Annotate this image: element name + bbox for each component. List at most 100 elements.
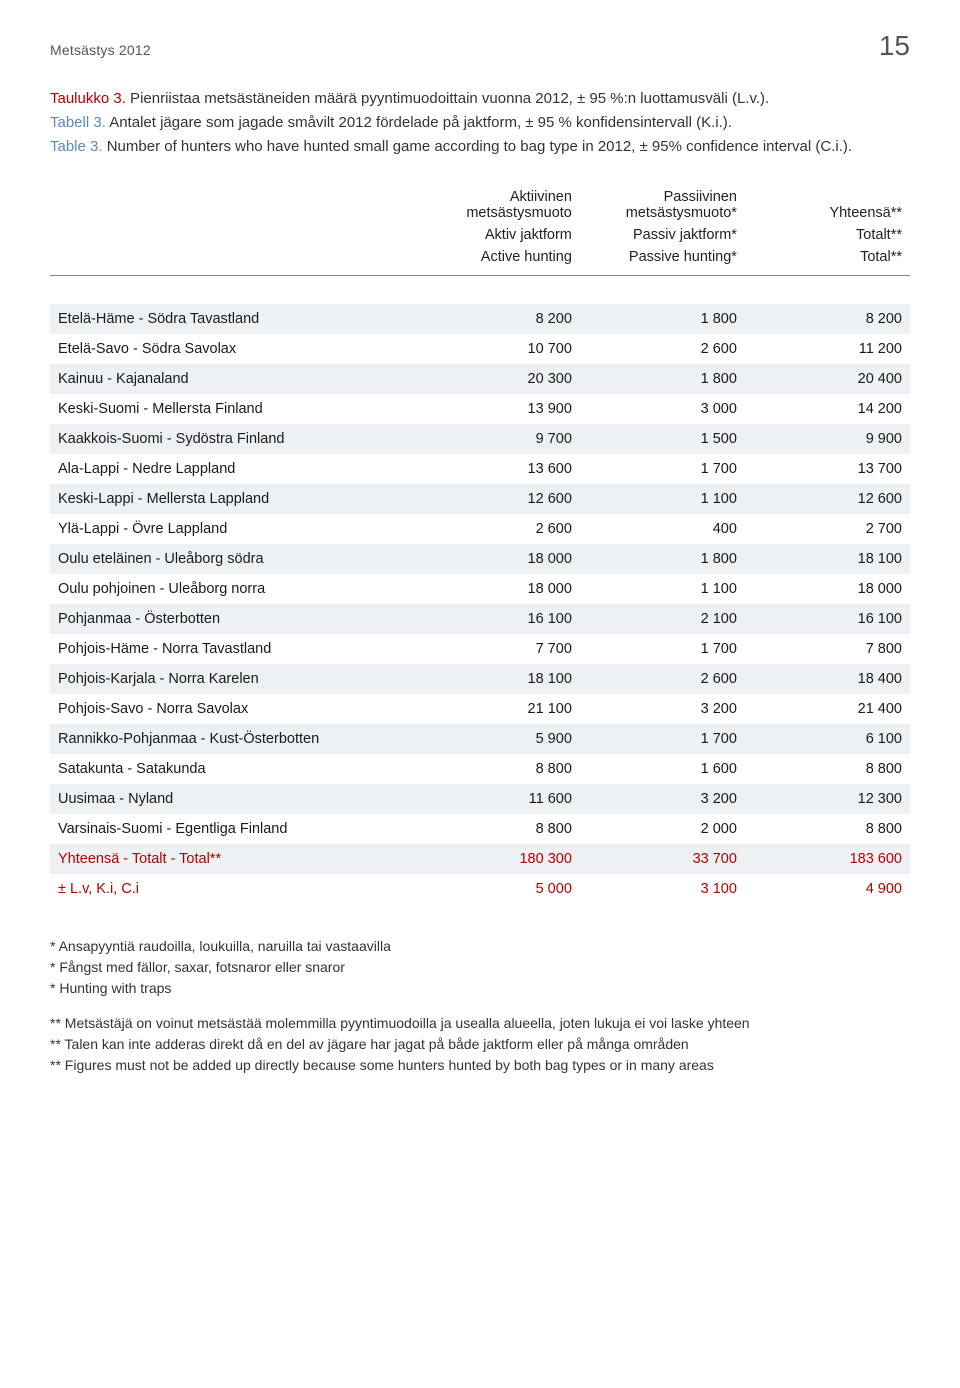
col2-fi: Passiivinen metsästysmuoto* (580, 185, 745, 224)
value-cell: 20 300 (415, 364, 580, 394)
col2-en: Passive hunting* (580, 246, 745, 276)
footnote-line: ** Talen kan inte adderas direkt då en d… (50, 1034, 910, 1055)
table-row: Kaakkois-Suomi - Sydöstra Finland9 7001 … (50, 424, 910, 454)
value-cell: 12 600 (745, 484, 910, 514)
region-cell: Kaakkois-Suomi - Sydöstra Finland (50, 424, 415, 454)
region-cell: Kainuu - Kajanaland (50, 364, 415, 394)
value-cell: 16 100 (745, 604, 910, 634)
region-cell: Pohjanmaa - Österbotten (50, 604, 415, 634)
value-cell: 3 100 (580, 874, 745, 904)
value-cell: 183 600 (745, 844, 910, 874)
footnote-line: * Hunting with traps (50, 978, 910, 999)
value-cell: 14 200 (745, 394, 910, 424)
region-cell: Oulu eteläinen - Uleåborg södra (50, 544, 415, 574)
table-row: Pohjois-Karjala - Norra Karelen18 1002 6… (50, 664, 910, 694)
table-head: Aktiivinen metsästysmuoto Passiivinen me… (50, 185, 910, 276)
value-cell: 2 100 (580, 604, 745, 634)
total-row: Yhteensä - Totalt - Total**180 30033 700… (50, 844, 910, 874)
value-cell: 1 600 (580, 754, 745, 784)
col2-sv: Passiv jaktform* (580, 224, 745, 246)
region-cell: Etelä-Häme - Södra Tavastland (50, 304, 415, 334)
value-cell: 12 300 (745, 784, 910, 814)
region-cell: Keski-Suomi - Mellersta Finland (50, 394, 415, 424)
value-cell: 2 600 (580, 334, 745, 364)
table-row: Satakunta - Satakunda8 8001 6008 800 (50, 754, 910, 784)
value-cell: 1 100 (580, 484, 745, 514)
region-cell: Oulu pohjoinen - Uleåborg norra (50, 574, 415, 604)
value-cell: 3 000 (580, 394, 745, 424)
region-cell: Keski-Lappi - Mellersta Lappland (50, 484, 415, 514)
value-cell: 5 000 (415, 874, 580, 904)
value-cell: 8 200 (415, 304, 580, 334)
value-cell: 13 700 (745, 454, 910, 484)
col3-en: Total** (745, 246, 910, 276)
page-number: 15 (879, 30, 910, 62)
value-cell: 9 900 (745, 424, 910, 454)
value-cell: 2 000 (580, 814, 745, 844)
value-cell: 11 200 (745, 334, 910, 364)
caption-en-text: Number of hunters who have hunted small … (103, 138, 852, 155)
value-cell: 1 700 (580, 634, 745, 664)
data-table: Aktiivinen metsästysmuoto Passiivinen me… (50, 185, 910, 904)
region-cell: Rannikko-Pohjanmaa - Kust-Österbotten (50, 724, 415, 754)
value-cell: 400 (580, 514, 745, 544)
table-body: Etelä-Häme - Södra Tavastland8 2001 8008… (50, 276, 910, 905)
table-row: Rannikko-Pohjanmaa - Kust-Österbotten5 9… (50, 724, 910, 754)
value-cell: 8 800 (415, 814, 580, 844)
value-cell: 10 700 (415, 334, 580, 364)
value-cell: 1 700 (580, 454, 745, 484)
value-cell: 2 600 (580, 664, 745, 694)
value-cell: 1 800 (580, 304, 745, 334)
col3-fi: Yhteensä** (745, 185, 910, 224)
value-cell: 3 200 (580, 784, 745, 814)
table-row: Oulu pohjoinen - Uleåborg norra18 0001 1… (50, 574, 910, 604)
value-cell: 6 100 (745, 724, 910, 754)
caption-sv-text: Antalet jägare som jagade småvilt 2012 f… (106, 114, 732, 131)
value-cell: 18 100 (415, 664, 580, 694)
value-cell: 8 200 (745, 304, 910, 334)
table-caption: Taulukko 3. Pienriistaa metsästäneiden m… (50, 88, 910, 157)
region-cell: Uusimaa - Nyland (50, 784, 415, 814)
caption-fi-text: Pienriistaa metsästäneiden määrä pyyntim… (126, 90, 769, 107)
footnote-line: ** Metsästäjä on voinut metsästää molemm… (50, 1013, 910, 1034)
region-cell: Etelä-Savo - Södra Savolax (50, 334, 415, 364)
col3-sv: Totalt** (745, 224, 910, 246)
region-cell: Varsinais-Suomi - Egentliga Finland (50, 814, 415, 844)
table-row: Keski-Suomi - Mellersta Finland13 9003 0… (50, 394, 910, 424)
region-cell: Satakunta - Satakunda (50, 754, 415, 784)
footnote-line: * Fångst med fällor, saxar, fotsnaror el… (50, 957, 910, 978)
caption-en: Table 3. Number of hunters who have hunt… (50, 136, 910, 158)
value-cell: 11 600 (415, 784, 580, 814)
value-cell: 18 000 (415, 574, 580, 604)
value-cell: 5 900 (415, 724, 580, 754)
caption-sv-label: Tabell 3. (50, 114, 106, 131)
footnotes: * Ansapyyntiä raudoilla, loukuilla, naru… (50, 936, 910, 1076)
value-cell: 3 200 (580, 694, 745, 724)
value-cell: 18 100 (745, 544, 910, 574)
value-cell: 18 400 (745, 664, 910, 694)
table-row: Pohjois-Häme - Norra Tavastland7 7001 70… (50, 634, 910, 664)
plus-minus-row: ± L.v, K.i, C.i5 0003 1004 900 (50, 874, 910, 904)
region-cell: Pohjois-Häme - Norra Tavastland (50, 634, 415, 664)
region-cell: Ylä-Lappi - Övre Lappland (50, 514, 415, 544)
value-cell: 180 300 (415, 844, 580, 874)
value-cell: 13 900 (415, 394, 580, 424)
value-cell: 33 700 (580, 844, 745, 874)
value-cell: 18 000 (415, 544, 580, 574)
value-cell: 4 900 (745, 874, 910, 904)
table-row: Etelä-Savo - Södra Savolax10 7002 60011 … (50, 334, 910, 364)
table-row: Uusimaa - Nyland11 6003 20012 300 (50, 784, 910, 814)
page-root: Metsästys 2012 15 Taulukko 3. Pienriista… (0, 0, 960, 1130)
table-row: Kainuu - Kajanaland20 3001 80020 400 (50, 364, 910, 394)
region-cell: Ala-Lappi - Nedre Lappland (50, 454, 415, 484)
value-cell: 20 400 (745, 364, 910, 394)
table-row: Ylä-Lappi - Övre Lappland2 6004002 700 (50, 514, 910, 544)
col1-fi: Aktiivinen metsästysmuoto (415, 185, 580, 224)
value-cell: 18 000 (745, 574, 910, 604)
value-cell: 21 400 (745, 694, 910, 724)
value-cell: 1 800 (580, 544, 745, 574)
value-cell: 7 700 (415, 634, 580, 664)
caption-sv: Tabell 3. Antalet jägare som jagade småv… (50, 112, 910, 134)
value-cell: 8 800 (745, 814, 910, 844)
value-cell: 1 800 (580, 364, 745, 394)
